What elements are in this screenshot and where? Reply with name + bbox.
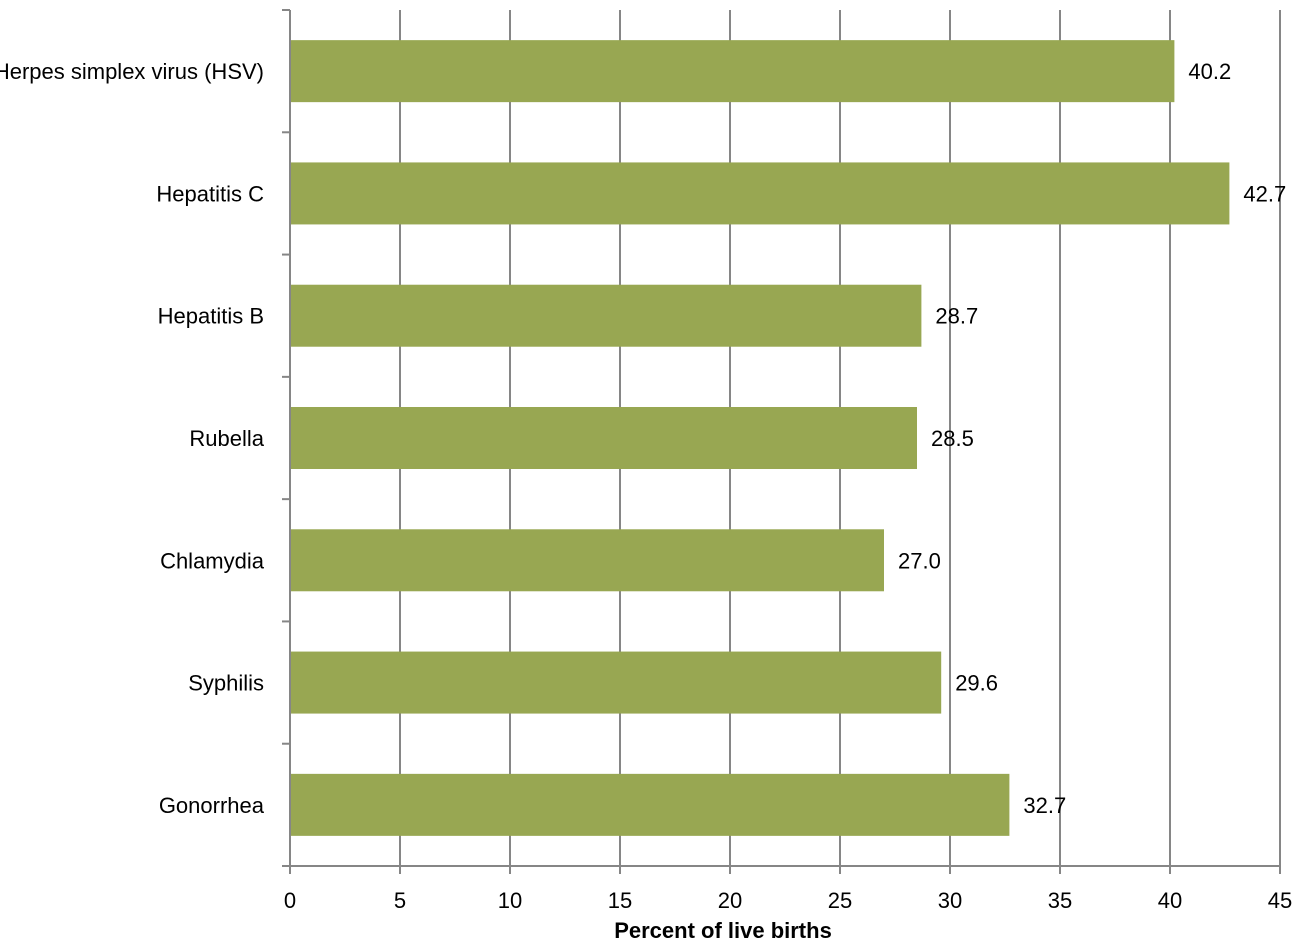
bar-3: [290, 407, 917, 469]
axes: [282, 9, 1281, 874]
x-tick-label-25: 25: [828, 888, 852, 913]
x-tick-label-5: 5: [394, 888, 406, 913]
x-tick-label-40: 40: [1158, 888, 1182, 913]
category-label-5: Syphilis: [188, 671, 264, 696]
x-tick-label-10: 10: [498, 888, 522, 913]
bar-5: [290, 651, 942, 714]
value-label-0: 40.2: [1188, 59, 1231, 84]
category-label-1: Hepatitis C: [156, 181, 264, 206]
x-tick-label-15: 15: [608, 888, 632, 913]
category-label-3: Rubella: [189, 426, 264, 451]
bar-2: [290, 284, 922, 347]
value-label-6: 32.7: [1023, 793, 1066, 818]
bar-6: [290, 773, 1010, 836]
x-axis-title: Percent of live births: [614, 918, 832, 943]
value-label-2: 28.7: [935, 304, 978, 329]
x-tick-label-0: 0: [284, 888, 296, 913]
value-label-1: 42.7: [1243, 181, 1286, 206]
x-tick-label-20: 20: [718, 888, 742, 913]
category-label-6: Gonorrhea: [159, 793, 265, 818]
x-tick-label-35: 35: [1048, 888, 1072, 913]
bar-0: [290, 40, 1175, 103]
bar-4: [290, 529, 884, 592]
category-label-4: Chlamydia: [160, 548, 265, 573]
labels: 40.2 Herpes simplex virus (HSV) 42.7 Hepati…: [0, 59, 1292, 913]
category-label-2: Hepatitis B: [158, 304, 264, 329]
x-tick-label-30: 30: [938, 888, 962, 913]
value-label-4: 27.0: [898, 548, 941, 573]
x-tick-label-45: 45: [1268, 888, 1292, 913]
bars: [290, 40, 1230, 836]
value-label-3: 28.5: [931, 426, 974, 451]
value-label-5: 29.6: [955, 671, 998, 696]
category-label-0: Herpes simplex virus (HSV): [0, 59, 264, 84]
bar-1: [290, 162, 1230, 225]
